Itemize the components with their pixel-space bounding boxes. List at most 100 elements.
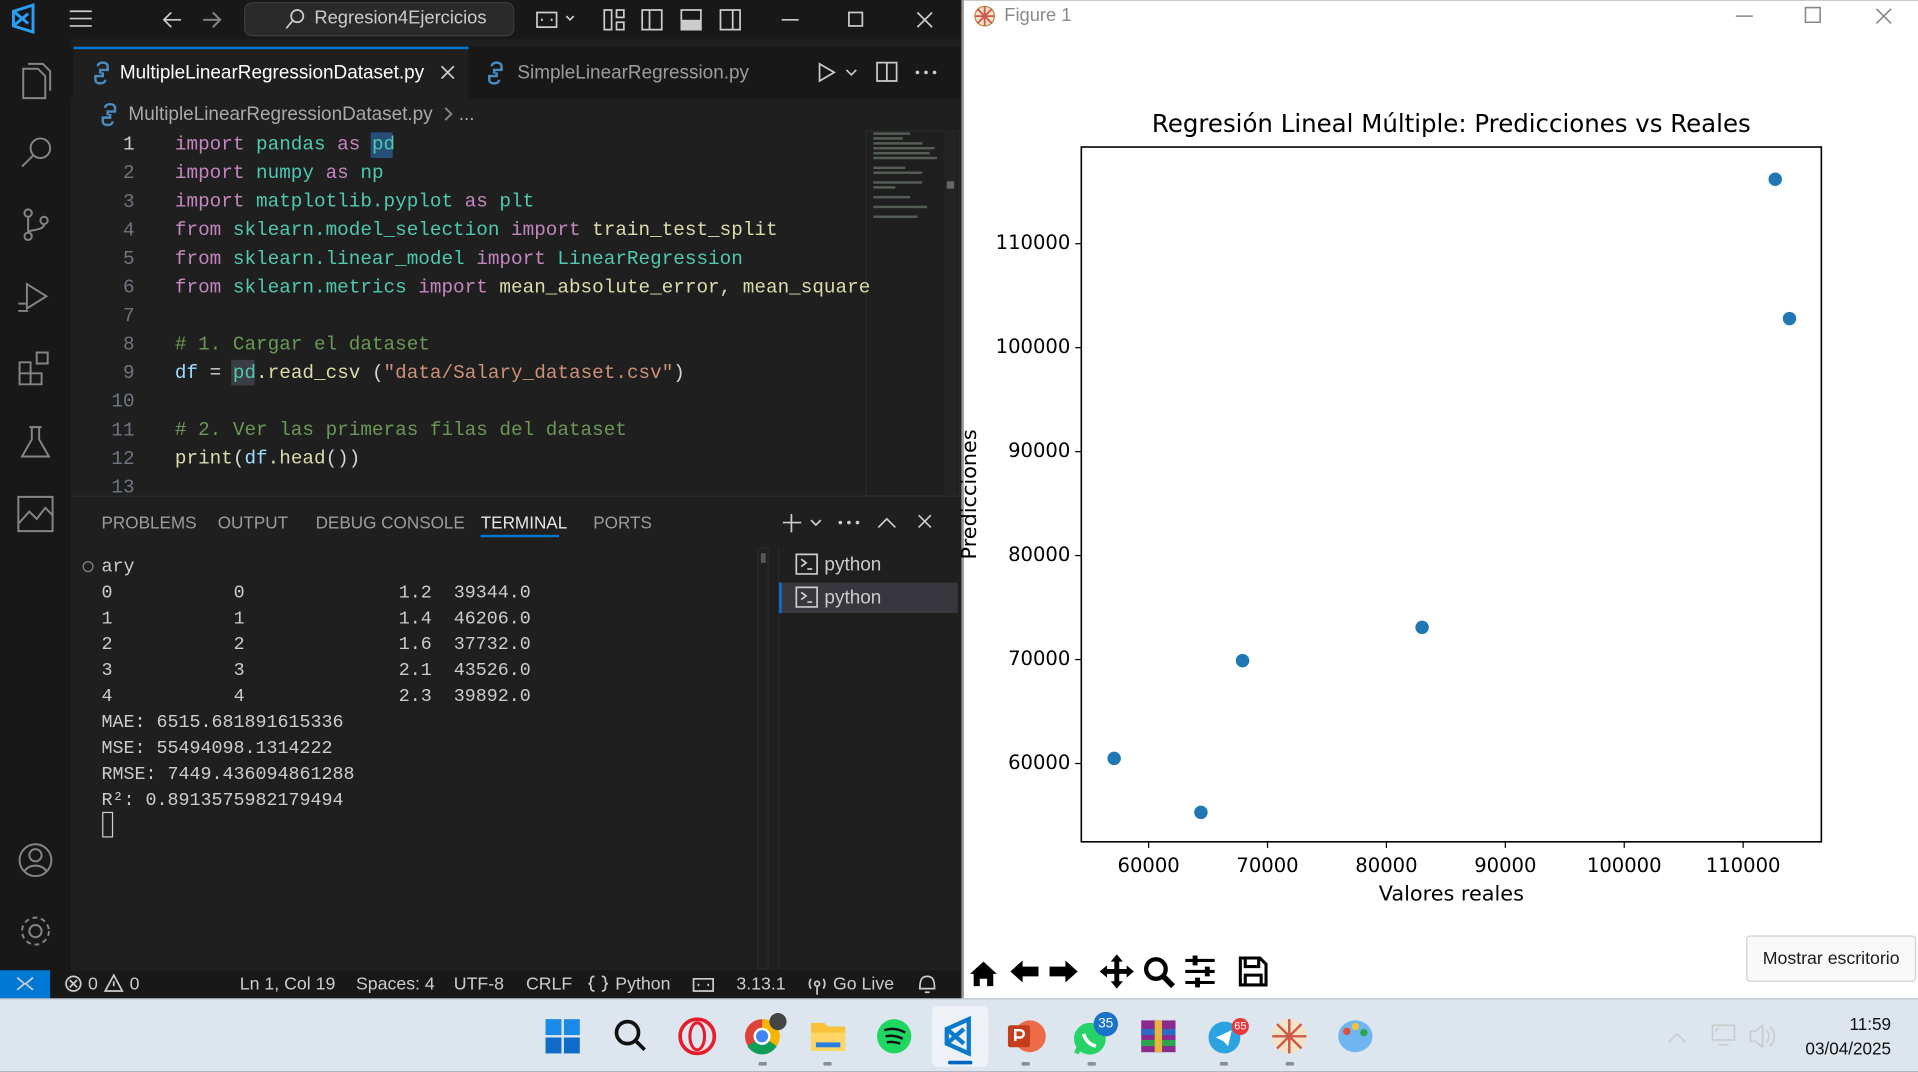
whatsapp-app[interactable] [1073, 1011, 1119, 1055]
pan-button[interactable] [1099, 954, 1134, 989]
terminal-text: ary [102, 556, 135, 577]
menu-button[interactable] [69, 10, 92, 27]
chrome-app[interactable] [744, 1013, 787, 1055]
line-number: 3 [123, 191, 135, 213]
search-box[interactable] [244, 2, 515, 37]
split-editor[interactable] [876, 61, 898, 82]
explorer-icon[interactable] [22, 62, 52, 100]
powerpoint-app[interactable] [1007, 1020, 1046, 1053]
active-app-bg [932, 1005, 989, 1067]
back-button[interactable] [162, 11, 182, 28]
run-button[interactable] [818, 62, 857, 83]
status-eol[interactable]: CRLF [526, 974, 572, 994]
network-icon[interactable] [1711, 1024, 1736, 1046]
line-number: 7 [123, 305, 135, 327]
code-token: .head [268, 448, 326, 470]
tab-label[interactable]: SimpleLinearRegression.py [517, 63, 749, 84]
code-line: from sklearn.metrics import mean_absolut… [175, 276, 870, 298]
toggle-secondary[interactable] [719, 9, 741, 31]
status-position[interactable]: Ln 1, Col 19 [240, 974, 336, 994]
editor-scrollbar[interactable] [944, 131, 957, 496]
line-number: 1 [123, 134, 135, 156]
status-errors[interactable]: 0 [88, 974, 98, 994]
forward-button[interactable] [203, 11, 222, 28]
data-point [1194, 805, 1208, 820]
taskbar-border [0, 998, 1918, 1000]
selected-session-marker [779, 582, 782, 614]
volume-icon[interactable] [1749, 1023, 1776, 1050]
terminal-scrollbar[interactable] [757, 547, 769, 970]
close-tab[interactable] [440, 65, 455, 80]
breadcrumb-more[interactable]: ... [459, 104, 475, 125]
copilot-button[interactable] [536, 11, 575, 28]
maximize-button[interactable] [848, 11, 864, 27]
telegram-app[interactable] [1208, 1017, 1249, 1054]
terminal-session[interactable]: python [824, 587, 881, 608]
y-tick-label: 80000 [1008, 543, 1070, 566]
vscode-app[interactable] [944, 1015, 971, 1057]
home-button[interactable] [970, 961, 997, 987]
layout-button[interactable] [603, 9, 625, 31]
panel-more[interactable] [838, 520, 860, 525]
winrar-app[interactable] [1141, 1020, 1176, 1053]
data-point [1107, 751, 1121, 766]
status-spaces[interactable]: Spaces: 4 [356, 974, 435, 994]
zoom-button[interactable] [1144, 957, 1176, 989]
panel-tab[interactable]: PORTS [593, 513, 652, 532]
spotify-app[interactable] [877, 1019, 912, 1054]
status-python-version[interactable]: 3.13.1 [736, 974, 785, 994]
search-activity-icon[interactable] [29, 137, 52, 160]
back-button[interactable] [1010, 960, 1039, 983]
search-app[interactable] [614, 1019, 646, 1052]
chart-title: Regresión Lineal Múltiple: Predicciones … [1152, 109, 1751, 138]
close-button[interactable] [916, 11, 933, 28]
taskbar-apps[interactable] [545, 1011, 1373, 1057]
status-go-live[interactable]: Go Live [833, 974, 894, 994]
data-point [1782, 311, 1797, 326]
panel-actions[interactable] [782, 513, 932, 533]
start-button[interactable] [545, 1019, 580, 1054]
x-tick-label: 80000 [1355, 854, 1417, 877]
tab-label[interactable]: MultipleLinearRegressionDataset.py [120, 63, 425, 84]
figure-window-controls[interactable] [1735, 6, 1892, 25]
more-actions[interactable] [915, 70, 937, 75]
code-token: ) [673, 362, 685, 384]
code-token: # 1. Cargar el dataset [175, 334, 430, 356]
breadcrumb[interactable]: MultipleLinearRegressionDataset.py [128, 104, 433, 125]
pinwheel-app[interactable] [1272, 1019, 1307, 1054]
scroll-thumb[interactable] [946, 181, 955, 189]
activity-icons [17, 62, 54, 946]
system-tray[interactable] [1667, 1023, 1776, 1050]
code-token: as [326, 134, 361, 156]
running-indicators [758, 1061, 1295, 1066]
terminal-cell: 2 [234, 634, 245, 655]
status-warnings[interactable]: 0 [130, 974, 140, 994]
opera-app[interactable] [678, 1017, 717, 1056]
code-token: ( [360, 362, 383, 384]
whatsapp-badge: 35 [1098, 1016, 1113, 1031]
python-file-icon [488, 61, 503, 85]
status-encoding[interactable]: UTF-8 [454, 974, 504, 994]
vscode-window [0, 0, 962, 999]
terminal-cell: 1 [234, 608, 245, 629]
status-language[interactable]: Python [615, 974, 670, 994]
panel-tab[interactable]: DEBUG CONSOLE [316, 513, 465, 532]
terminal-text: RMSE: 7449.436094861288 [102, 764, 355, 785]
toggle-sidebar[interactable] [641, 9, 663, 31]
active-tab[interactable] [73, 46, 469, 99]
save-button[interactable] [1238, 956, 1268, 987]
terminal-cell: 1.6 [399, 634, 432, 655]
paint-app[interactable] [1338, 1020, 1373, 1053]
code-line: import numpy as np [175, 162, 384, 184]
terminal-scroll-thumb[interactable] [760, 553, 766, 563]
remote-button[interactable] [0, 970, 51, 999]
tray-chevron[interactable] [1667, 1032, 1687, 1044]
panel-tab[interactable]: OUTPUT [218, 513, 289, 532]
scatter-chart: Regresión Lineal Múltiple: Predicciones … [957, 109, 1823, 905]
x-tick-label: 70000 [1236, 854, 1298, 877]
files-app[interactable] [810, 1022, 846, 1051]
panel-tab[interactable]: TERMINAL [481, 513, 568, 532]
panel-tab[interactable]: PROBLEMS [102, 513, 197, 532]
forward-button[interactable] [1049, 960, 1078, 983]
terminal-session[interactable]: python [824, 554, 881, 575]
